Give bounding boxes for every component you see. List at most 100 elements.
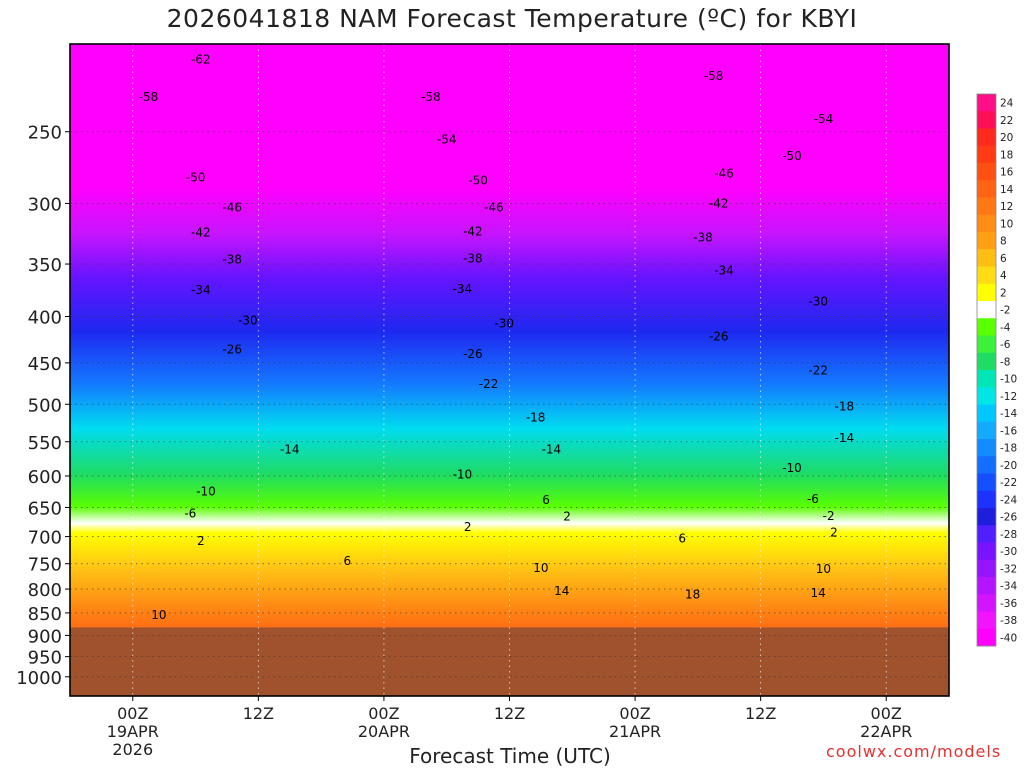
x-tick-date: 21APR bbox=[609, 722, 661, 741]
contour-label: -62 bbox=[191, 52, 211, 66]
contour-label: -26 bbox=[709, 330, 729, 344]
colorbar-swatch bbox=[977, 404, 996, 423]
colorbar-swatch bbox=[977, 232, 996, 250]
colorbar-swatch bbox=[977, 318, 996, 336]
contour-label: -18 bbox=[526, 410, 546, 424]
contour-label: -34 bbox=[714, 264, 734, 278]
colorbar-label: -30 bbox=[1000, 546, 1017, 558]
colorbar-swatch bbox=[977, 111, 996, 129]
contour-label: -50 bbox=[186, 171, 206, 185]
colorbar-swatch bbox=[977, 180, 996, 198]
colorbar-label: 2 bbox=[1000, 287, 1007, 299]
colorbar-swatch bbox=[977, 283, 996, 302]
colorbar-swatch bbox=[977, 577, 996, 595]
colorbar-swatch bbox=[977, 594, 996, 612]
contour-label: -58 bbox=[421, 90, 441, 104]
colorbar-swatch bbox=[977, 352, 996, 371]
x-tick-time: 00Z bbox=[117, 704, 148, 723]
credit-link[interactable]: coolwx.com/models bbox=[826, 742, 1002, 761]
contour-label: 2 bbox=[464, 520, 472, 534]
contour-label: 14 bbox=[811, 586, 826, 600]
colorbar-label: -18 bbox=[1000, 443, 1017, 455]
contour-label: -58 bbox=[704, 69, 724, 83]
contour-label: 14 bbox=[554, 584, 569, 598]
y-tick-label: 600 bbox=[28, 467, 62, 488]
contour-label: -54 bbox=[437, 133, 457, 147]
colorbar-swatch bbox=[977, 145, 996, 164]
colorbar-swatch bbox=[977, 301, 996, 319]
x-tick-time: 00Z bbox=[368, 704, 399, 723]
colorbar-swatch bbox=[977, 335, 996, 354]
colorbar-label: -32 bbox=[1000, 563, 1017, 575]
ground-fill bbox=[70, 627, 949, 696]
colorbar-label: -10 bbox=[1000, 374, 1017, 386]
contour-label: -30 bbox=[238, 313, 258, 327]
contour-label: -38 bbox=[693, 230, 713, 244]
colorbar-label: 20 bbox=[1000, 132, 1013, 144]
contour-label: 2 bbox=[197, 534, 205, 548]
colorbar-swatch bbox=[977, 611, 996, 630]
x-tick-time: 12Z bbox=[243, 704, 274, 723]
colorbar-swatch bbox=[977, 525, 996, 543]
x-tick-time: 00Z bbox=[619, 704, 650, 723]
contour-label: 10 bbox=[533, 561, 548, 575]
colorbar-label: 24 bbox=[1000, 98, 1014, 110]
contour-label: -10 bbox=[782, 461, 802, 475]
colorbar-label: -34 bbox=[1000, 581, 1017, 593]
contour-label: -26 bbox=[222, 343, 242, 357]
colorbar-swatch bbox=[977, 370, 996, 388]
y-axis: 2503003504004505005506006507007508008509… bbox=[16, 123, 70, 689]
contour-label: 6 bbox=[343, 554, 351, 568]
contour-label: -6 bbox=[807, 492, 819, 506]
colorbar-swatch bbox=[977, 490, 996, 509]
contour-label: -34 bbox=[191, 283, 211, 297]
colorbar-swatch bbox=[977, 197, 996, 216]
colorbar-label: 6 bbox=[1000, 253, 1007, 265]
contour-label: -50 bbox=[782, 149, 802, 163]
colorbar-swatch bbox=[977, 456, 996, 474]
x-tick-date: 22APR bbox=[860, 722, 912, 741]
contour-label: 6 bbox=[542, 493, 550, 507]
grid-lines bbox=[70, 44, 949, 696]
contour-label: -34 bbox=[453, 282, 473, 296]
x-tick-date: 19APR bbox=[107, 722, 159, 741]
contour-label: -46 bbox=[484, 200, 504, 214]
y-tick-label: 850 bbox=[28, 604, 62, 625]
contour-label: 2 bbox=[830, 526, 838, 540]
contour-label: -22 bbox=[808, 364, 828, 378]
y-tick-label: 400 bbox=[28, 308, 62, 329]
colorbar-frame bbox=[976, 93, 997, 647]
colorbar: 24 22 20 18 16 14 12 10 8 6 4 2 -2 -4 -6 -8 -10 -12 -14 -16… bbox=[976, 93, 1017, 647]
contour-label: 10 bbox=[816, 562, 831, 576]
colorbar-label: 8 bbox=[1000, 236, 1007, 248]
colorbar-label: -2 bbox=[1000, 305, 1010, 317]
contour-label: -10 bbox=[453, 468, 473, 482]
colorbar-swatch bbox=[977, 387, 996, 405]
contour-label: -38 bbox=[463, 251, 483, 265]
x-tick-date: 20APR bbox=[358, 722, 410, 741]
colorbar-label: -40 bbox=[1000, 632, 1017, 644]
contour-label: -42 bbox=[191, 225, 211, 239]
colorbar-swatch bbox=[977, 628, 996, 647]
contour-label: -42 bbox=[463, 224, 483, 238]
contour-label: 2 bbox=[563, 509, 571, 523]
colorbar-label: 18 bbox=[1000, 149, 1013, 161]
colorbar-swatch bbox=[977, 214, 996, 233]
contour-label: -38 bbox=[222, 253, 242, 267]
contour-label: -46 bbox=[222, 200, 242, 214]
contour-labels: -62-58 -58-58-54-54-50 -50-50-46 -46-46-42-… bbox=[139, 52, 854, 621]
colorbar-label: -28 bbox=[1000, 529, 1017, 541]
x-axis-label: Forecast Time (UTC) bbox=[409, 744, 611, 768]
colorbar-label: 10 bbox=[1000, 218, 1013, 230]
y-tick-label: 950 bbox=[28, 648, 62, 669]
contour-label: -14 bbox=[835, 431, 855, 445]
colorbar-swatch bbox=[977, 266, 996, 285]
contour-label: -22 bbox=[479, 377, 499, 391]
colorbar-label: -4 bbox=[1000, 322, 1011, 334]
colorbar-label: 4 bbox=[1000, 270, 1007, 282]
contour-label: -2 bbox=[823, 509, 835, 523]
y-tick-label: 750 bbox=[28, 555, 62, 576]
colorbar-swatch bbox=[977, 128, 996, 147]
y-tick-label: 650 bbox=[28, 498, 62, 519]
